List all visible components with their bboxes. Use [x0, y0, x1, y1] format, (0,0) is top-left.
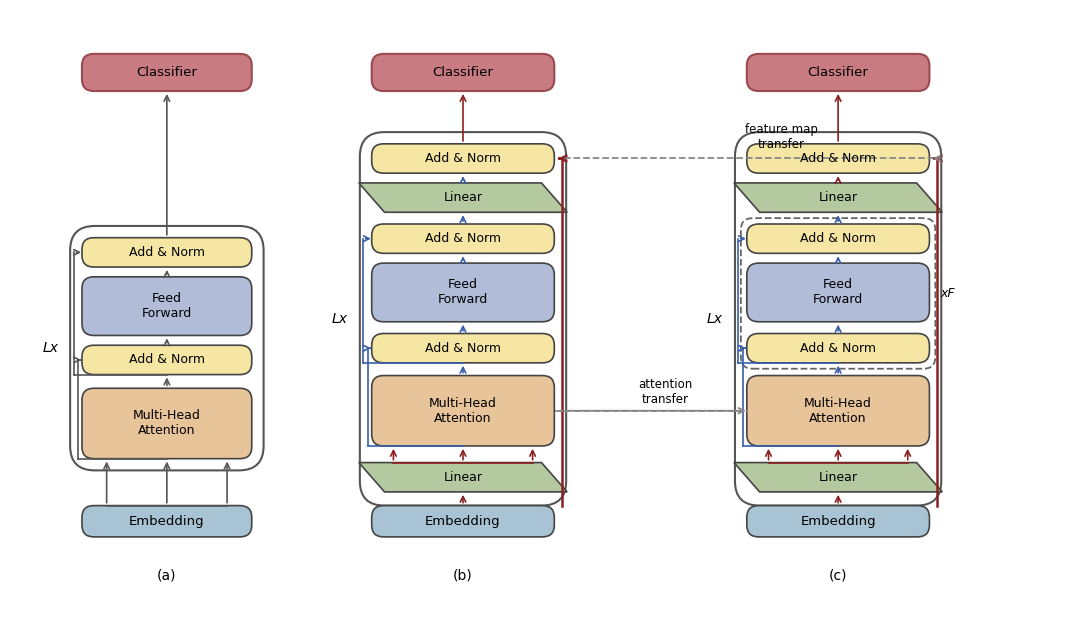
Text: Feed
Forward: Feed Forward: [141, 292, 192, 320]
Text: Classifier: Classifier: [136, 66, 198, 79]
Text: Feed
Forward: Feed Forward: [813, 278, 863, 306]
Text: (b): (b): [454, 569, 473, 583]
Text: Linear: Linear: [444, 470, 483, 484]
Text: Add & Norm: Add & Norm: [800, 152, 876, 165]
Text: Add & Norm: Add & Norm: [426, 232, 501, 245]
Text: Lx: Lx: [332, 312, 348, 326]
Text: (c): (c): [828, 569, 848, 583]
Text: Lx: Lx: [707, 312, 724, 326]
Text: Embedding: Embedding: [426, 515, 501, 528]
FancyBboxPatch shape: [746, 376, 930, 446]
Polygon shape: [359, 183, 567, 212]
Text: Embedding: Embedding: [800, 515, 876, 528]
FancyBboxPatch shape: [82, 277, 252, 336]
Text: xF: xF: [941, 287, 955, 300]
Text: Add & Norm: Add & Norm: [129, 353, 205, 366]
Text: Add & Norm: Add & Norm: [800, 342, 876, 354]
Text: Multi-Head
Attention: Multi-Head Attention: [429, 397, 497, 425]
Text: Add & Norm: Add & Norm: [426, 342, 501, 354]
Text: Lx: Lx: [42, 341, 58, 355]
FancyBboxPatch shape: [372, 54, 554, 91]
Text: Add & Norm: Add & Norm: [800, 232, 876, 245]
Polygon shape: [734, 183, 942, 212]
Text: Add & Norm: Add & Norm: [426, 152, 501, 165]
FancyBboxPatch shape: [746, 54, 930, 91]
Polygon shape: [734, 462, 942, 492]
Text: Classifier: Classifier: [433, 66, 494, 79]
FancyBboxPatch shape: [82, 345, 252, 374]
Text: Add & Norm: Add & Norm: [129, 246, 205, 259]
FancyBboxPatch shape: [746, 263, 930, 322]
FancyBboxPatch shape: [372, 505, 554, 537]
FancyBboxPatch shape: [82, 54, 252, 91]
Text: (a): (a): [157, 569, 177, 583]
FancyBboxPatch shape: [82, 505, 252, 537]
Text: Multi-Head
Attention: Multi-Head Attention: [133, 409, 201, 437]
Text: Classifier: Classifier: [808, 66, 868, 79]
Text: attention
transfer: attention transfer: [638, 378, 692, 406]
FancyBboxPatch shape: [82, 388, 252, 459]
Text: Linear: Linear: [444, 191, 483, 204]
FancyBboxPatch shape: [746, 505, 930, 537]
FancyBboxPatch shape: [372, 144, 554, 173]
FancyBboxPatch shape: [372, 333, 554, 363]
FancyBboxPatch shape: [746, 333, 930, 363]
Text: Linear: Linear: [819, 191, 858, 204]
FancyBboxPatch shape: [372, 224, 554, 253]
Text: Feed
Forward: Feed Forward: [437, 278, 488, 306]
Text: feature map
transfer: feature map transfer: [745, 123, 818, 150]
FancyBboxPatch shape: [372, 263, 554, 322]
Polygon shape: [359, 462, 567, 492]
Text: Linear: Linear: [819, 470, 858, 484]
FancyBboxPatch shape: [746, 224, 930, 253]
FancyBboxPatch shape: [746, 144, 930, 173]
FancyBboxPatch shape: [372, 376, 554, 446]
Text: Embedding: Embedding: [129, 515, 205, 528]
FancyBboxPatch shape: [82, 238, 252, 267]
Text: Multi-Head
Attention: Multi-Head Attention: [805, 397, 872, 425]
